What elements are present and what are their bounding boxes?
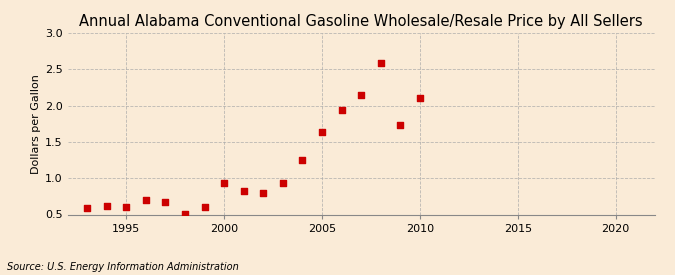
Point	[180, 211, 190, 216]
Point	[121, 205, 132, 210]
Point	[414, 95, 425, 100]
Point	[336, 108, 347, 112]
Point	[160, 200, 171, 204]
Point	[101, 204, 112, 208]
Point	[140, 198, 151, 202]
Point	[199, 204, 210, 209]
Point	[297, 158, 308, 162]
Y-axis label: Dollars per Gallon: Dollars per Gallon	[31, 74, 40, 174]
Point	[82, 206, 92, 210]
Point	[238, 188, 249, 193]
Text: Source: U.S. Energy Information Administration: Source: U.S. Energy Information Administ…	[7, 262, 238, 272]
Point	[395, 123, 406, 127]
Point	[219, 180, 230, 185]
Point	[356, 92, 367, 97]
Point	[317, 130, 327, 135]
Point	[258, 191, 269, 196]
Point	[277, 180, 288, 185]
Point	[375, 61, 386, 66]
Title: Annual Alabama Conventional Gasoline Wholesale/Resale Price by All Sellers: Annual Alabama Conventional Gasoline Who…	[80, 14, 643, 29]
